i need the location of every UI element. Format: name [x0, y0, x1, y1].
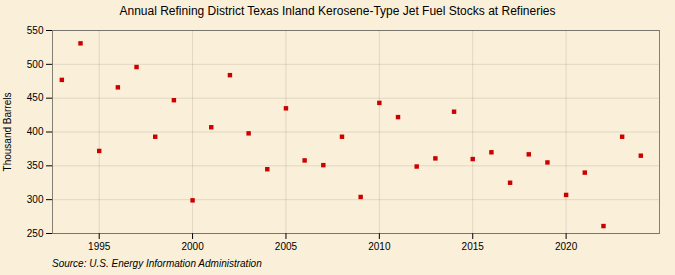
- svg-text:1995: 1995: [88, 241, 111, 252]
- svg-text:400: 400: [27, 126, 44, 137]
- svg-text:Thousand Barrels: Thousand Barrels: [2, 93, 13, 172]
- svg-text:2020: 2020: [555, 241, 578, 252]
- html-text:Source: U.S. Energy Informatio: Source: U.S. Energy Information Administ…: [52, 258, 262, 269]
- svg-text:2015: 2015: [462, 241, 485, 252]
- svg-text:300: 300: [27, 194, 44, 205]
- html-text:Annual Refining District Texas: Annual Refining District Texas Inland Ke…: [119, 4, 556, 18]
- svg-text:2010: 2010: [368, 241, 391, 252]
- svg-text:550: 550: [27, 25, 44, 36]
- svg-text:250: 250: [27, 228, 44, 239]
- svg-text:350: 350: [27, 160, 44, 171]
- svg-text:500: 500: [27, 59, 44, 70]
- svg-text:2000: 2000: [181, 241, 204, 252]
- svg-text:450: 450: [27, 92, 44, 103]
- svg-text:2005: 2005: [275, 241, 298, 252]
